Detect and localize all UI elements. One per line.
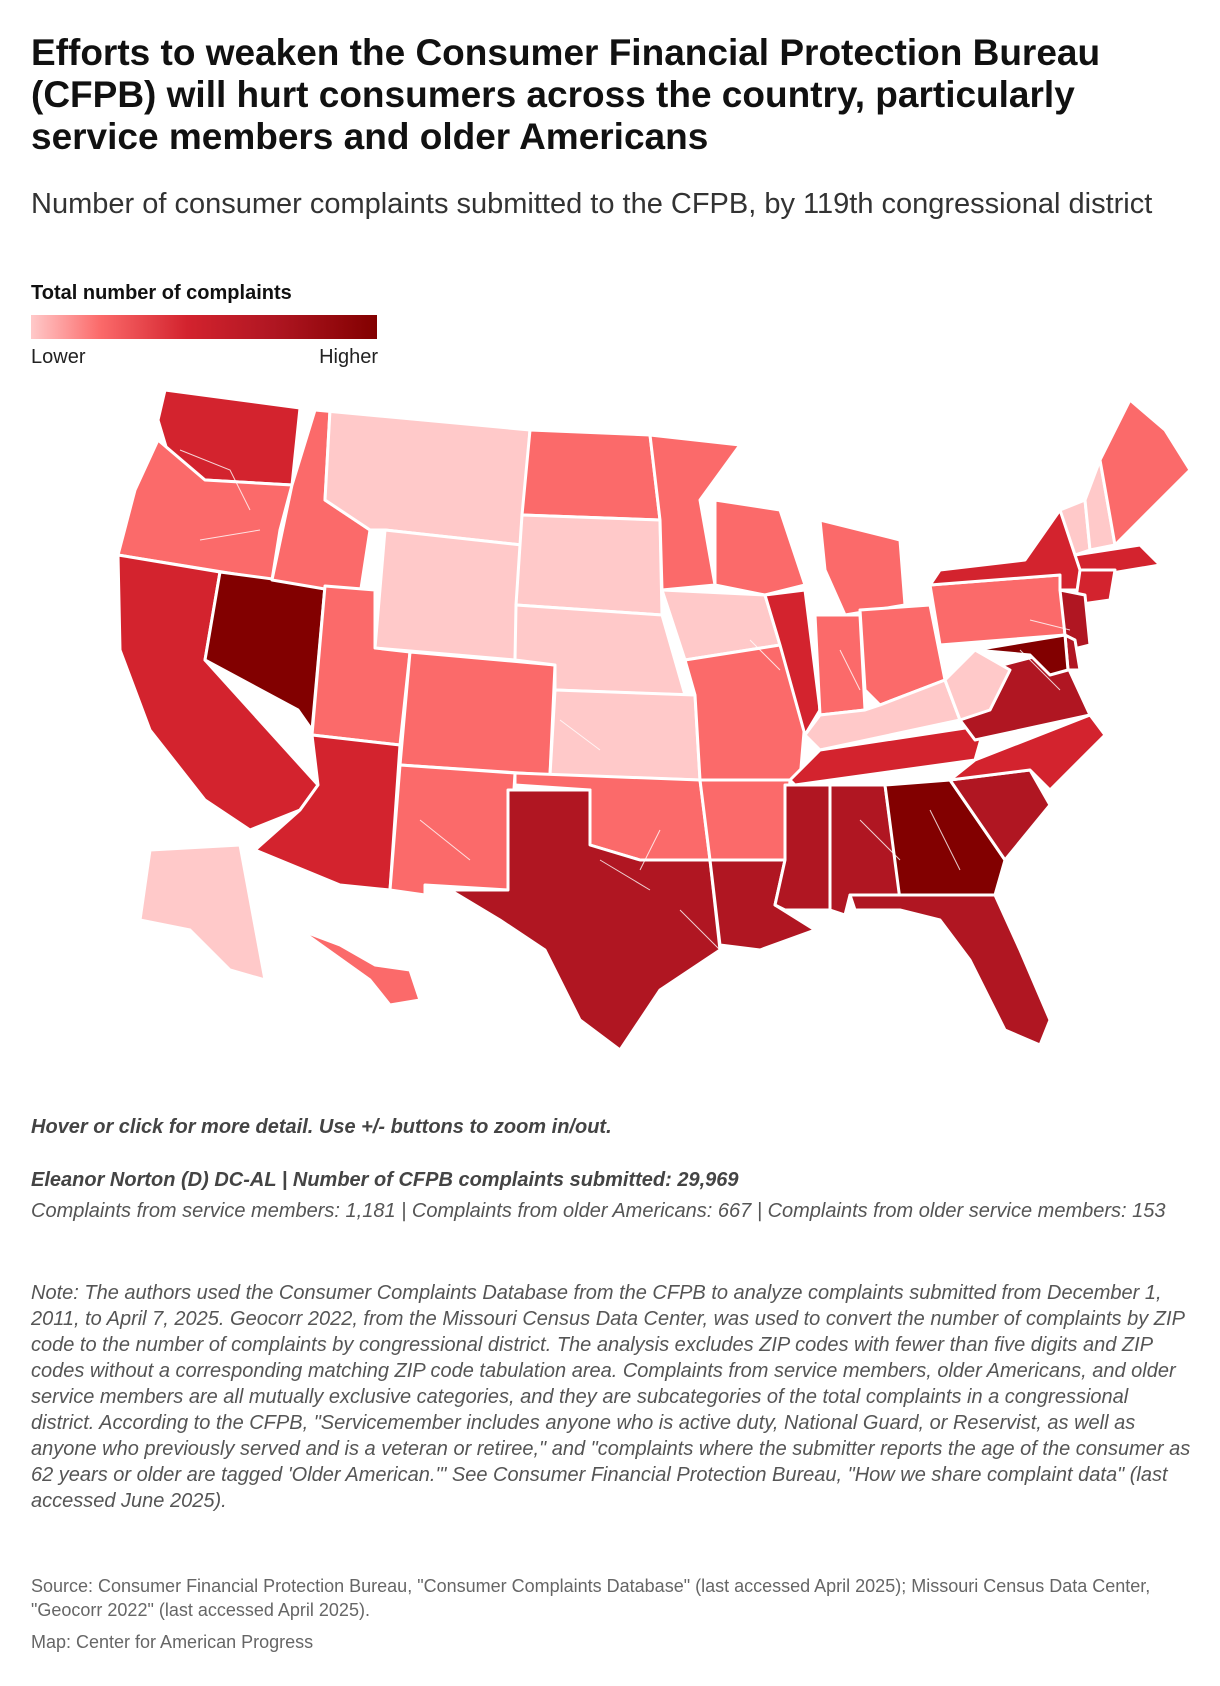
state-wv[interactable] [943, 648, 1012, 722]
state-hi[interactable] [298, 928, 422, 1007]
state-pa[interactable] [928, 573, 1067, 647]
state-ar[interactable] [698, 778, 792, 862]
state-md[interactable] [973, 633, 1070, 677]
methodology-note: Note: The authors used the Consumer Comp… [31, 1282, 1191, 1512]
state-fl[interactable] [848, 893, 1052, 1047]
state-sd[interactable] [514, 513, 664, 617]
state-layer[interactable] [116, 390, 1192, 1052]
state-mi[interactable] [818, 518, 907, 617]
legend-title: Total number of complaints [31, 282, 292, 304]
selected-district-headline: Eleanor Norton (D) DC-AL | Number of CFP… [31, 1169, 739, 1191]
page-title: Efforts to weaken the Consumer Financial… [31, 32, 1101, 157]
source-line: Source: Consumer Financial Protection Bu… [31, 1576, 1151, 1620]
state-wi[interactable] [713, 498, 807, 597]
state-co[interactable] [398, 650, 557, 777]
state-in[interactable] [813, 613, 867, 717]
state-ak[interactable] [138, 843, 267, 982]
state-ma[interactable] [1073, 543, 1162, 577]
district-lines [179, 449, 1071, 951]
state-me[interactable] [1098, 398, 1192, 547]
state-nm[interactable] [388, 763, 517, 897]
page-subtitle: Number of consumer complaints submitted … [31, 188, 1153, 220]
selected-district-detail: Complaints from service members: 1,181 |… [31, 1200, 1166, 1222]
us-district-map[interactable] [0, 390, 1220, 1090]
state-nd[interactable] [520, 428, 662, 522]
interaction-hint: Hover or click for more detail. Use +/- … [31, 1116, 612, 1138]
legend-low-label: Lower [31, 346, 86, 368]
legend-gradient-bar [31, 315, 377, 339]
legend-high-label: Higher [319, 346, 378, 368]
state-tx[interactable] [448, 788, 722, 1052]
state-ks[interactable] [548, 688, 702, 782]
state-wy[interactable] [373, 528, 524, 662]
map-credit: Map: Center for American Progress [31, 1632, 314, 1652]
